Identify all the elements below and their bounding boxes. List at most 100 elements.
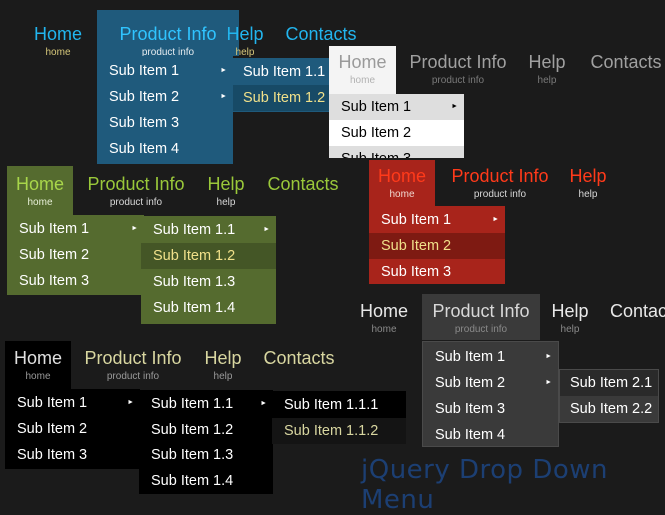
menu-green-help[interactable]: Help help — [203, 166, 249, 212]
nav-label: Help — [207, 174, 245, 194]
menu-red-product[interactable]: Product Info product info — [447, 160, 553, 206]
item-label: Sub Item 1 — [381, 212, 452, 228]
nav-sub: home — [25, 371, 51, 382]
menu-black-subsubmenu: Sub Item 1.1 ► Sub Item 1.2 Sub Item 1.3 … — [139, 390, 273, 494]
submenu-item[interactable]: Sub Item 3 — [5, 442, 140, 468]
nav-label: Help — [226, 24, 264, 44]
menu-blue-home[interactable]: Home home — [28, 10, 88, 58]
nav-sub: help — [560, 324, 580, 335]
item-label: Sub Item 1 — [435, 349, 506, 365]
item-label: Sub Item 1.1 — [243, 64, 326, 80]
item-label: Sub Item 2.2 — [570, 401, 653, 417]
submenu-item-active[interactable]: Sub Item 2 — [369, 233, 505, 259]
item-label: Sub Item 1.1 — [151, 396, 234, 412]
submenu-item-active[interactable]: Sub Item 1.1.2 — [272, 418, 406, 444]
submenu-item-active[interactable]: Sub Item 2 — [329, 120, 464, 146]
submenu-item[interactable]: Sub Item 1 ► — [5, 390, 140, 416]
submenu-item[interactable]: Sub Item 1.1 ► — [141, 217, 276, 243]
submenu-item[interactable]: Sub Item 1.2 — [139, 417, 273, 443]
submenu-item[interactable]: Sub Item 2 — [5, 416, 140, 442]
submenu-item[interactable]: Sub Item 1 ► — [369, 207, 505, 233]
menu-green-contacts[interactable]: Contacts — [265, 166, 341, 212]
item-label: Sub Item 1.2 — [243, 90, 326, 106]
nav-label: Product Info — [451, 166, 549, 186]
submenu-item[interactable]: Sub Item 2 — [7, 242, 144, 268]
menu-green-home[interactable]: Home home — [7, 166, 73, 216]
submenu-item[interactable]: Sub Item 1 ► — [329, 94, 464, 120]
menu-red-home[interactable]: Home home — [369, 160, 435, 206]
submenu-item[interactable]: Sub Item 1.1 — [233, 59, 329, 85]
menu-black-product[interactable]: Product Info product info — [80, 341, 186, 387]
arrow-right-icon: ► — [451, 103, 458, 110]
submenu-item[interactable]: Sub Item 1.3 — [141, 269, 276, 295]
submenu-item-active[interactable]: Sub Item 1.2 — [233, 85, 329, 111]
nav-sub: help — [537, 75, 557, 86]
submenu-item[interactable]: Sub Item 2.1 — [560, 370, 658, 396]
menu-gray-home[interactable]: Home home — [352, 294, 416, 340]
menu-blue-contacts[interactable]: Contacts — [284, 10, 358, 56]
menu-gray-product[interactable]: Product Info product info — [422, 294, 540, 340]
submenu-item[interactable]: Sub Item 4 — [97, 136, 233, 162]
submenu-item[interactable]: Sub Item 1.4 — [141, 295, 276, 321]
menu-white-product[interactable]: Product Info product info — [404, 46, 512, 92]
item-label: Sub Item 3 — [341, 151, 411, 158]
nav-sub: home — [27, 197, 53, 208]
nav-label: Contac — [610, 301, 665, 321]
nav-sub: product info — [141, 47, 195, 58]
nav-label: Home — [338, 52, 387, 72]
nav-label: Product Info — [84, 348, 182, 368]
submenu-item-active[interactable]: Sub Item 1.2 — [141, 243, 276, 269]
submenu-item[interactable]: Sub Item 1 ► — [97, 58, 233, 84]
menu-black-contacts[interactable]: Contacts — [260, 341, 338, 387]
nav-label: Help — [551, 301, 589, 321]
item-label: Sub Item 1.3 — [151, 447, 234, 463]
nav-label: Product Info — [119, 24, 217, 44]
arrow-right-icon: ► — [260, 400, 267, 407]
submenu-item[interactable]: Sub Item 4 — [423, 422, 558, 448]
item-label: Sub Item 1.3 — [153, 274, 236, 290]
submenu-item[interactable]: Sub Item 3 — [369, 259, 505, 285]
menu-black-help[interactable]: Help help — [200, 341, 246, 387]
item-label: Sub Item 1 — [19, 221, 90, 237]
submenu-item[interactable]: Sub Item 1.1.1 — [272, 392, 406, 418]
submenu-item[interactable]: Sub Item 1.1 ► — [139, 391, 273, 417]
menu-blue-product[interactable]: Product Info product info — [97, 10, 239, 58]
submenu-item[interactable]: Sub Item 3 — [329, 146, 464, 158]
submenu-item[interactable]: Sub Item 1 ► — [423, 344, 558, 370]
submenu-item[interactable]: Sub Item 1.4 — [139, 468, 273, 494]
nav-sub: home — [45, 47, 71, 58]
menu-blue-submenu: Sub Item 1 ► Sub Item 2 ► Sub Item 3 Sub I… — [97, 56, 233, 164]
nav-sub: product info — [106, 371, 160, 382]
menu-green-submenu: Sub Item 1 ► Sub Item 2 Sub Item 3 — [7, 215, 144, 295]
nav-label: Home — [33, 24, 82, 44]
submenu-item[interactable]: Sub Item 3 — [423, 396, 558, 422]
menu-black-home[interactable]: Home home — [5, 341, 71, 389]
item-label: Sub Item 2 — [341, 125, 412, 141]
menu-white-home[interactable]: Home home — [329, 46, 396, 94]
menu-red-help[interactable]: Help help — [566, 160, 610, 206]
item-label: Sub Item 4 — [435, 427, 506, 443]
submenu-item[interactable]: Sub Item 1 ► — [7, 216, 144, 242]
submenu-item[interactable]: Sub Item 2 ► — [423, 370, 558, 396]
menu-white-help[interactable]: Help help — [524, 46, 570, 92]
menu-white-contacts[interactable]: Contacts — [587, 46, 665, 92]
menu-blue-help[interactable]: Help help — [222, 10, 268, 58]
nav-sub: product info — [473, 189, 527, 200]
item-label: Sub Item 4 — [109, 141, 180, 157]
menu-black-submenu: Sub Item 1 ► Sub Item 2 Sub Item 3 — [5, 389, 140, 469]
menu-gray-nav: Home home Product Info product info Help… — [352, 294, 665, 340]
nav-label: Contacts — [267, 174, 339, 194]
item-label: Sub Item 3 — [435, 401, 506, 417]
submenu-item[interactable]: Sub Item 2 ► — [97, 84, 233, 110]
menu-gray-submenu: Sub Item 1 ► Sub Item 2 ► Sub Item 3 Sub I… — [422, 341, 559, 447]
submenu-item[interactable]: Sub Item 3 — [97, 110, 233, 136]
submenu-item[interactable]: Sub Item 3 — [7, 268, 144, 294]
menu-gray-help[interactable]: Help help — [546, 294, 594, 340]
item-label: Sub Item 1 — [17, 395, 88, 411]
nav-label: Help — [528, 52, 566, 72]
menu-gray-contacts[interactable]: Contac — [610, 294, 665, 340]
item-label: Sub Item 1.1 — [153, 222, 236, 238]
submenu-item[interactable]: Sub Item 2.2 — [560, 396, 658, 422]
menu-green-product[interactable]: Product Info product info — [83, 166, 189, 212]
submenu-item[interactable]: Sub Item 1.3 — [139, 442, 273, 468]
